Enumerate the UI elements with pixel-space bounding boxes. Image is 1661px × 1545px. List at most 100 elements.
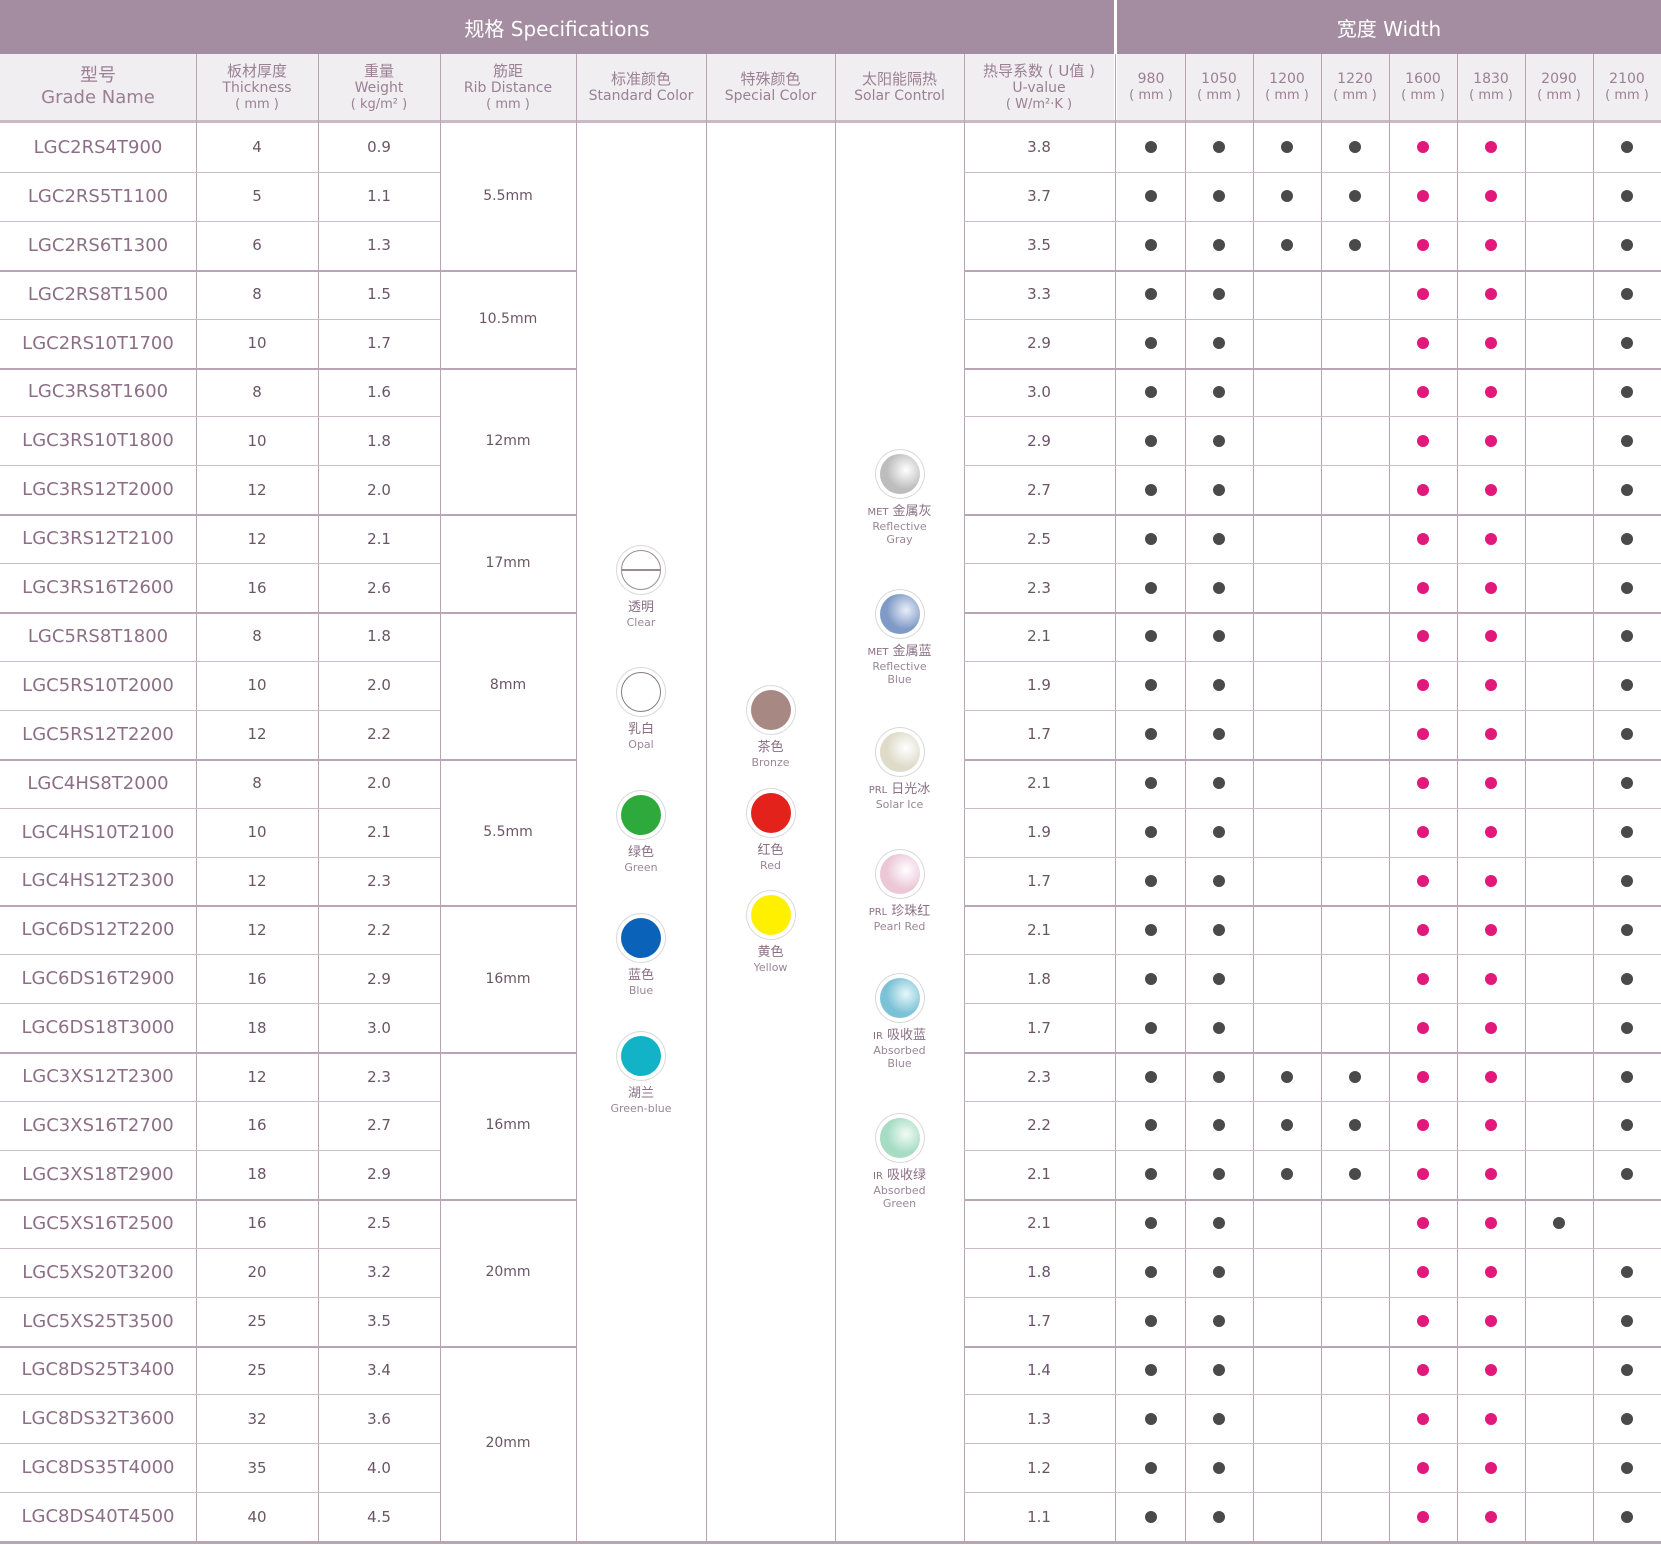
thickness-value: 8 <box>252 774 262 793</box>
availability-dot <box>1145 972 1157 985</box>
weight-value: 2.2 <box>367 725 391 744</box>
availability-dot <box>1213 1363 1225 1376</box>
width-value: 2100 <box>1609 70 1645 87</box>
availability-dot <box>1213 385 1225 398</box>
column-divider <box>964 54 965 1542</box>
row-divider <box>0 1394 440 1396</box>
thickness-value: 18 <box>247 1018 267 1037</box>
availability-dot <box>1417 923 1429 936</box>
u-value: 3.3 <box>1027 285 1051 304</box>
row-divider <box>964 171 1661 173</box>
availability-dot <box>1145 1266 1157 1279</box>
availability-dot <box>1145 1070 1157 1083</box>
u-value: 1.7 <box>1027 725 1051 744</box>
availability-dot <box>1485 581 1497 594</box>
availability-dot <box>1213 728 1225 741</box>
metallic-swatch-icon <box>879 454 920 494</box>
header-zh-label: 特殊颜色 <box>740 69 801 88</box>
availability-dot <box>1417 728 1429 741</box>
availability-dot <box>1417 1021 1429 1034</box>
group-divider <box>440 905 576 908</box>
column-header-standard-color: 标准颜色 Standard Color <box>576 54 706 120</box>
solar-en-label: Solar Ice <box>875 797 924 811</box>
special-color-swatch: 黄色 Yellow <box>711 895 831 974</box>
column-divider <box>576 54 577 1542</box>
availability-dot <box>1145 1315 1157 1328</box>
header-zh-label: 板材厚度 <box>226 61 287 80</box>
grade-name: LGC5RS8T1800 <box>27 625 169 647</box>
width-value: 1600 <box>1405 70 1441 87</box>
row-divider <box>0 1149 440 1151</box>
availability-dot <box>1213 239 1225 252</box>
availability-dot <box>1145 826 1157 839</box>
solar-en-label-2: Gray <box>886 532 913 546</box>
grade-name: LGC5RS10T2000 <box>22 674 174 696</box>
availability-dot <box>1485 1168 1497 1181</box>
availability-dot <box>1417 1461 1429 1474</box>
availability-dot <box>1417 1412 1429 1425</box>
column-divider <box>1115 54 1116 1542</box>
grade-name: LGC8DS35T4000 <box>21 1457 175 1479</box>
row-divider <box>964 1394 1661 1396</box>
swatch-en-label: Bronze <box>751 755 790 769</box>
availability-dot <box>1145 1217 1157 1230</box>
availability-dot <box>1213 923 1225 936</box>
availability-dot <box>1213 141 1225 154</box>
availability-dot <box>1485 483 1497 496</box>
u-value: 1.9 <box>1027 676 1051 695</box>
availability-dot <box>1621 1168 1633 1181</box>
weight-value: 1.8 <box>367 431 391 450</box>
group-divider <box>440 269 576 272</box>
metallic-swatch-icon <box>879 854 920 894</box>
column-header-thickness: 板材厚度 Thickness( mm ) <box>196 54 318 120</box>
availability-dot <box>1621 1510 1633 1523</box>
rib-distance-value: 20mm <box>485 1264 531 1281</box>
row-divider <box>0 367 440 370</box>
metallic-swatch-icon <box>879 594 920 634</box>
availability-dot <box>1621 826 1633 839</box>
u-value: 2.3 <box>1027 578 1051 597</box>
column-divider <box>318 54 319 1542</box>
availability-dot <box>1145 581 1157 594</box>
u-value: 2.9 <box>1027 334 1051 353</box>
thickness-value: 10 <box>247 676 267 695</box>
availability-dot <box>1417 1119 1429 1132</box>
availability-dot <box>1417 1168 1429 1181</box>
grade-name: LGC3RS12T2100 <box>22 528 174 550</box>
u-value: 2.9 <box>1027 431 1051 450</box>
column-header-solar-control: 太阳能隔热 Solar Control <box>835 54 964 120</box>
swatch-en-label: Clear <box>626 615 656 629</box>
weight-value: 2.1 <box>367 529 391 548</box>
column-divider <box>1389 54 1390 1542</box>
weight-value: 3.4 <box>367 1360 391 1379</box>
availability-dot <box>1349 1168 1361 1181</box>
availability-dot <box>1417 630 1429 643</box>
row-divider <box>0 612 440 614</box>
swatch-en-label: Opal <box>628 737 654 751</box>
availability-dot <box>1213 874 1225 887</box>
availability-dot <box>1417 1315 1429 1328</box>
row-divider <box>964 1003 1661 1005</box>
group-divider <box>440 367 576 370</box>
weight-value: 2.9 <box>367 969 391 988</box>
row-divider <box>964 514 1661 517</box>
header-en-label: Special Color <box>724 87 817 104</box>
group-divider <box>440 758 576 761</box>
row-divider <box>0 709 440 711</box>
availability-dot <box>1621 728 1633 741</box>
solar-en-label: Reflective <box>872 519 927 533</box>
rib-distance-value: 20mm <box>485 1435 531 1452</box>
swatch-zh-label: 茶色 <box>757 740 784 755</box>
availability-dot <box>1213 483 1225 496</box>
solar-zh-label: 金属灰 <box>892 504 932 519</box>
availability-dot <box>1213 1510 1225 1523</box>
row-divider <box>0 905 440 908</box>
column-divider <box>706 54 707 1542</box>
solar-prefix: PRL <box>868 907 888 918</box>
availability-dot <box>1621 1021 1633 1034</box>
availability-dot <box>1213 434 1225 447</box>
grade-name: LGC4HS10T2100 <box>21 821 175 843</box>
availability-dot <box>1621 190 1633 203</box>
solar-prefix: PRL <box>868 785 888 796</box>
availability-dot <box>1621 923 1633 936</box>
